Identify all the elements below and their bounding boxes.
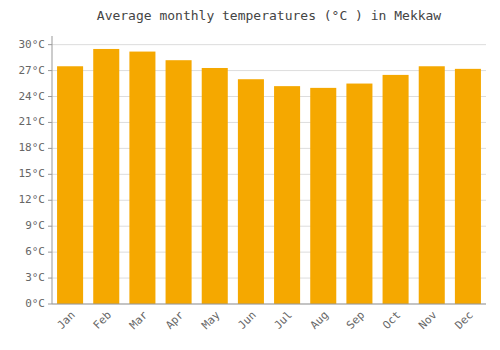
y-tick bbox=[48, 122, 52, 123]
y-tick bbox=[48, 174, 52, 175]
x-tick-label: Dec bbox=[452, 309, 475, 332]
y-tick bbox=[48, 148, 52, 149]
bar bbox=[419, 66, 445, 304]
y-tick bbox=[48, 70, 52, 71]
y-tick-label: 0°C bbox=[25, 297, 45, 310]
y-axis: 0°C 3°C 6°C 9°C 12°C 15°C 18°C 21°C 24°C 27°C 30°C bbox=[19, 36, 53, 310]
bars bbox=[57, 49, 481, 304]
bar bbox=[383, 75, 409, 304]
y-tick-label: 30°C bbox=[19, 38, 46, 51]
title: Average monthly temperatures (°C ) in Me… bbox=[97, 8, 442, 23]
y-tick-label: 3°C bbox=[25, 271, 45, 284]
y-tick-label: 15°C bbox=[19, 167, 46, 180]
y-tick bbox=[48, 226, 52, 227]
x-tick-label: Apr bbox=[163, 308, 187, 332]
y-tick-label: 24°C bbox=[19, 90, 46, 103]
bar bbox=[274, 86, 300, 304]
y-tick bbox=[48, 304, 52, 305]
bar bbox=[129, 52, 155, 304]
x-tick-label: May bbox=[199, 308, 223, 332]
x-tick-label: Jun bbox=[235, 309, 258, 332]
y-tick-label: 18°C bbox=[19, 141, 46, 154]
bar bbox=[202, 68, 228, 304]
background bbox=[0, 0, 500, 350]
bar bbox=[166, 60, 192, 304]
x-tick-label: Jan bbox=[55, 309, 78, 332]
bar bbox=[57, 66, 83, 304]
bar bbox=[310, 88, 336, 304]
grid bbox=[52, 45, 486, 304]
bar bbox=[238, 79, 264, 304]
chart: 0°C 3°C 6°C 9°C 12°C 15°C 18°C 21°C 24°C 27°C 30°C… bbox=[0, 0, 500, 350]
y-tick-label: 6°C bbox=[25, 245, 45, 258]
y-tick bbox=[48, 44, 52, 45]
grid-line bbox=[52, 304, 486, 305]
x-tick-label: Feb bbox=[91, 309, 114, 332]
x-axis: Jan Feb Mar Apr May Jun Jul Aug Sep Oct Nov Dec bbox=[52, 304, 486, 332]
y-tick bbox=[48, 252, 52, 253]
y-tick bbox=[48, 200, 52, 201]
grid-line bbox=[52, 44, 486, 45]
bar bbox=[346, 84, 372, 304]
x-tick-label: Oct bbox=[380, 309, 403, 332]
x-axis-line bbox=[52, 304, 486, 305]
y-tick-label: 12°C bbox=[19, 193, 46, 206]
x-tick-label: Sep bbox=[344, 309, 367, 332]
x-tick-label: Aug bbox=[308, 309, 331, 332]
x-tick-label: Nov bbox=[416, 308, 440, 332]
y-tick-label: 21°C bbox=[19, 115, 46, 128]
bar bbox=[455, 69, 481, 304]
y-axis-line bbox=[52, 36, 53, 304]
bar bbox=[93, 49, 119, 304]
x-tick-label: Mar bbox=[127, 308, 151, 332]
y-tick bbox=[48, 96, 52, 97]
y-tick-label: 9°C bbox=[25, 219, 45, 232]
x-tick-label: Jul bbox=[272, 309, 295, 332]
y-tick bbox=[48, 278, 52, 279]
y-tick-label: 27°C bbox=[19, 64, 46, 77]
